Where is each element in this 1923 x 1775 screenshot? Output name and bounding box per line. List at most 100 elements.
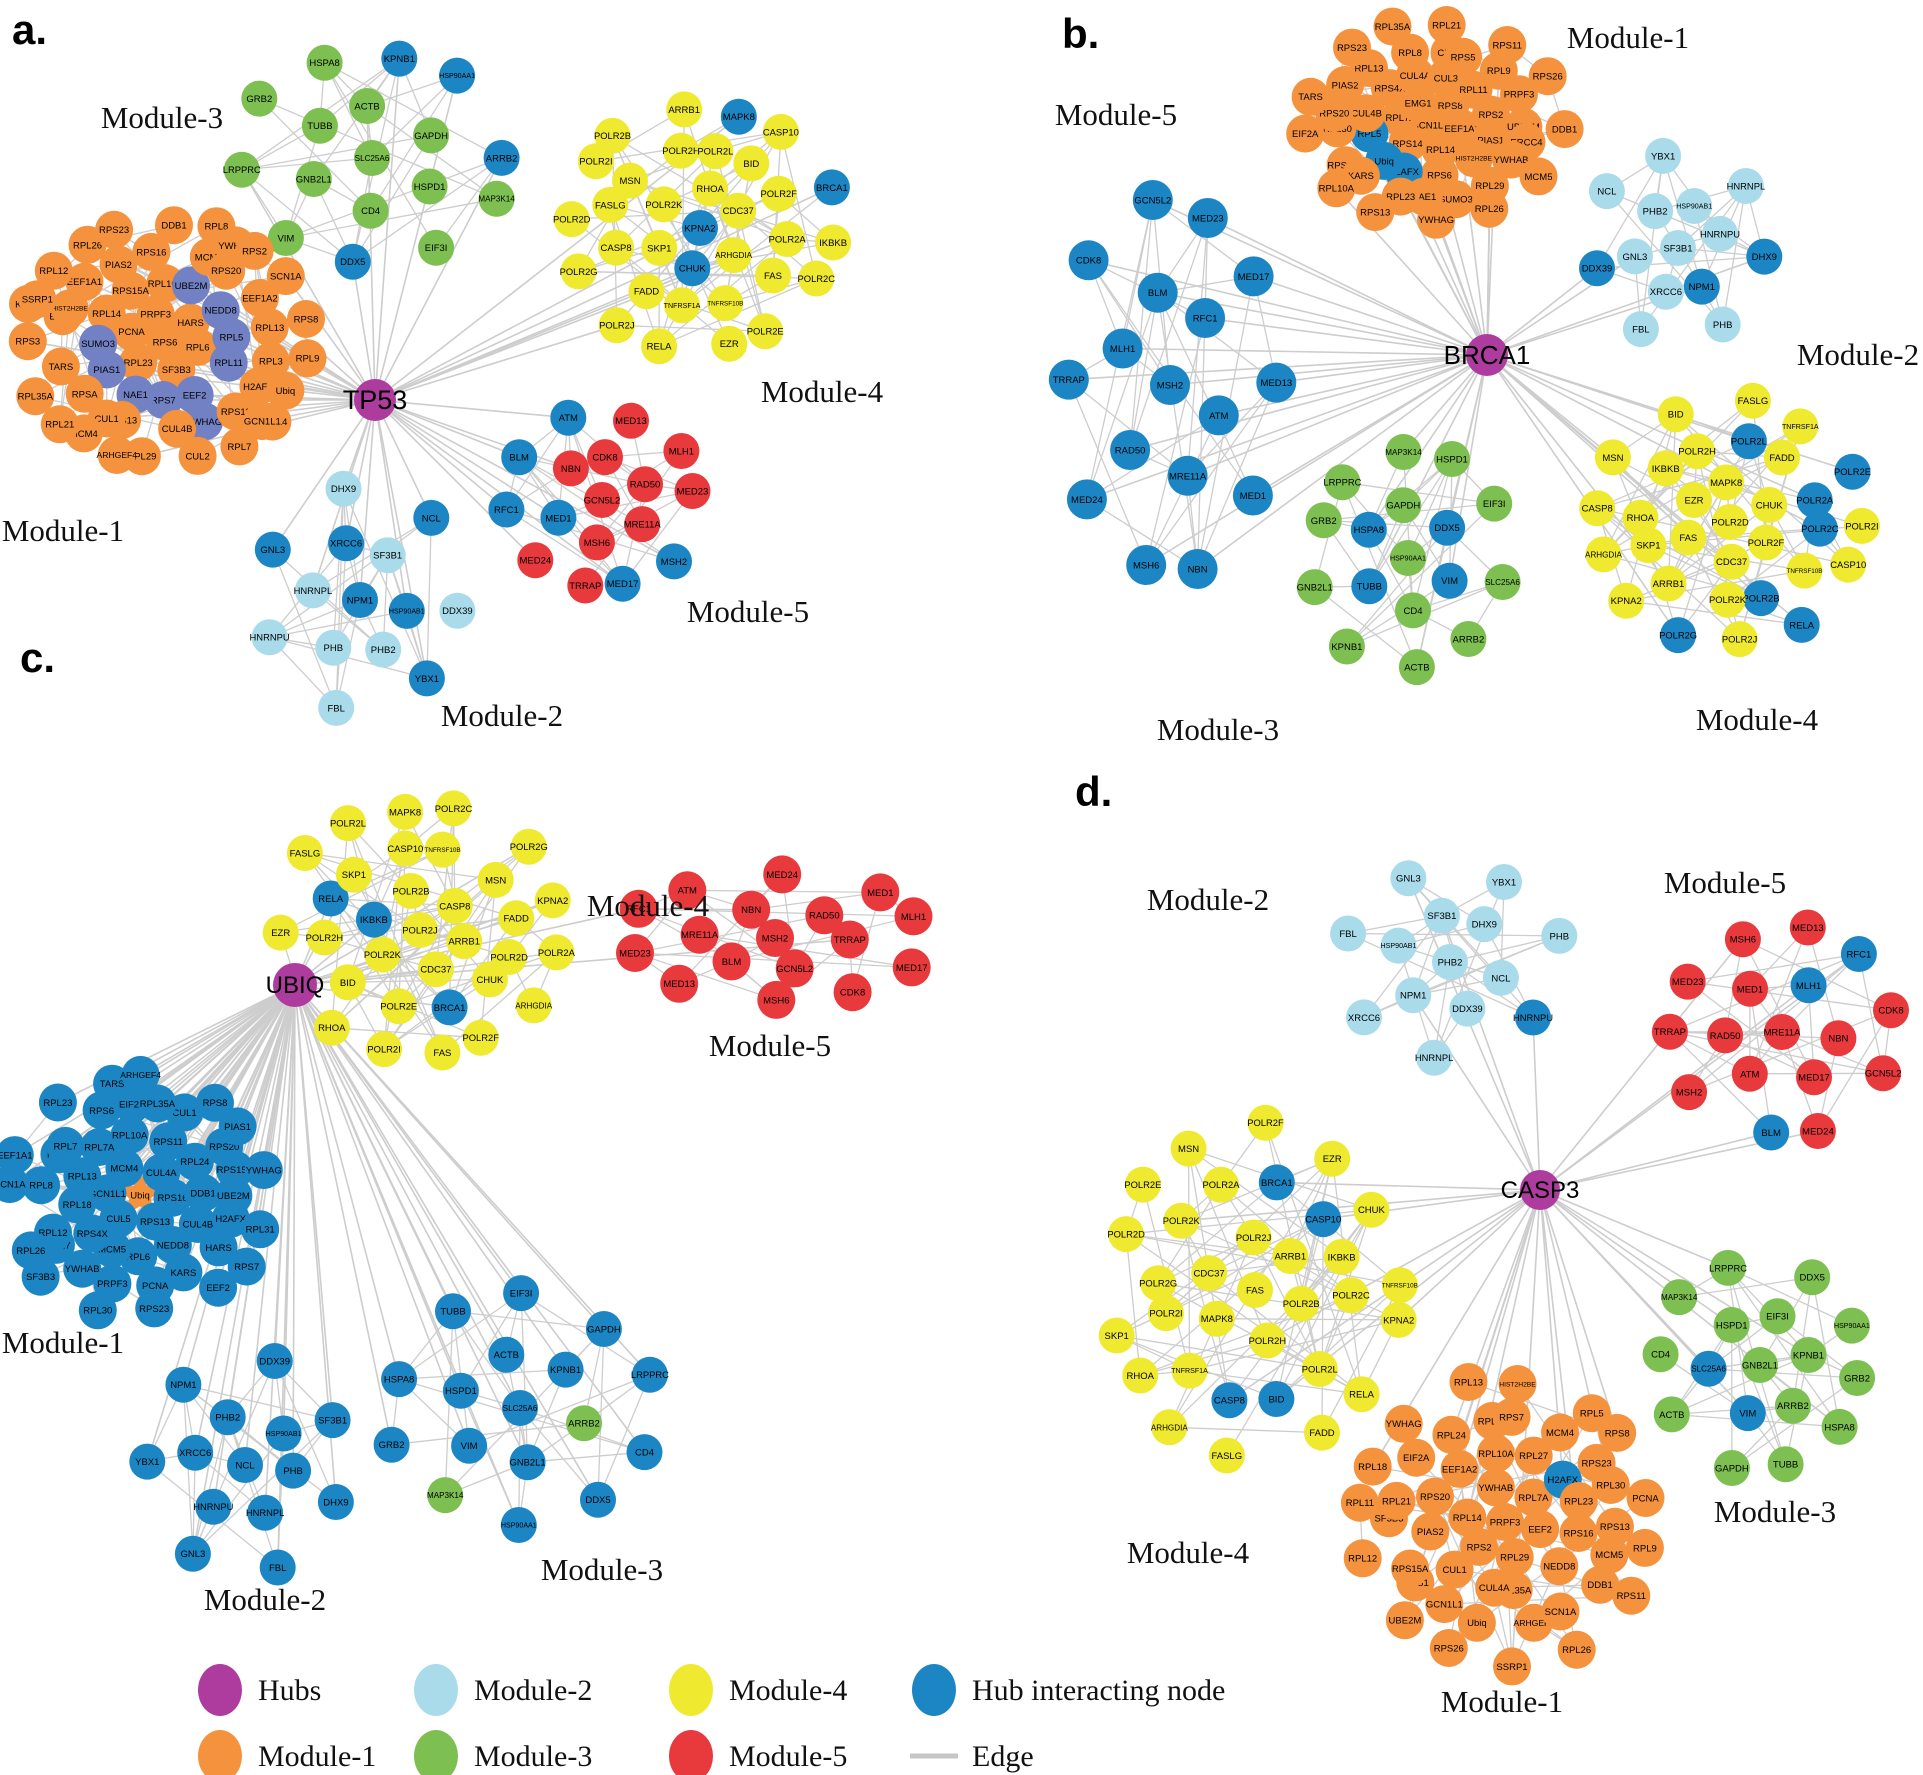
gene-node-label: DDX5 xyxy=(585,1495,610,1506)
edge xyxy=(1708,1368,1858,1379)
node-phb2: PHB2 xyxy=(365,631,402,668)
edge xyxy=(1158,1282,1399,1321)
hub-edge xyxy=(1539,1189,1733,1326)
gene-node-circle xyxy=(1373,7,1412,46)
edge xyxy=(1693,205,1724,325)
gene-node-label: NEDD8 xyxy=(1543,1562,1575,1573)
node-polr2h: POLR2H xyxy=(662,132,700,169)
hub-circle xyxy=(1520,1170,1560,1210)
gene-node-circle xyxy=(58,1185,97,1224)
gene-node-label: RPS6 xyxy=(1427,171,1452,182)
gene-node-label: SF3B3 xyxy=(1374,1514,1403,1525)
node-polr2e: POLR2E xyxy=(747,313,784,350)
node-rpl7a: RPL7A xyxy=(1514,1478,1553,1517)
node-bid: BID xyxy=(1657,396,1694,433)
gene-node-circle xyxy=(1151,1409,1188,1446)
node-eef1a1: EEF1A1 xyxy=(1443,109,1482,148)
gene-node-label: IKBKB xyxy=(1328,1252,1356,1263)
edge xyxy=(441,951,557,1053)
node-arrb1: ARRB1 xyxy=(1272,1238,1309,1274)
node-ddx39: DDX39 xyxy=(439,592,476,629)
gene-node-circle xyxy=(1704,306,1741,343)
gene-node-circle xyxy=(1454,139,1493,178)
gene-node-label: RPS11 xyxy=(1617,1591,1646,1602)
node-hnrnpu: HNRNPU xyxy=(1513,999,1553,1036)
node-fbl: FBL xyxy=(318,689,355,726)
gene-node-label: SLC25A6 xyxy=(503,1404,538,1413)
gene-node-circle xyxy=(314,1402,351,1439)
node-tnfrsf1a: TNFRSF1A xyxy=(1171,1352,1208,1389)
node-fadd: FADD xyxy=(498,900,535,937)
gene-node-circle xyxy=(763,855,802,894)
node-gnl3: GNL3 xyxy=(1616,238,1653,275)
node-gcn5l2: GCN5L2 xyxy=(1132,180,1173,220)
gene-node-circle xyxy=(381,1361,418,1398)
gene-node-circle xyxy=(1272,1238,1309,1274)
node-polr2k: POLR2K xyxy=(1163,1202,1201,1239)
gene-node-circle xyxy=(1676,188,1713,224)
gene-node-label: HNRNPU xyxy=(250,632,290,643)
gene-node-circle xyxy=(155,206,193,245)
gene-node-label: KPNA2 xyxy=(684,223,715,234)
gene-node-circle xyxy=(1232,475,1273,516)
node-cd4: CD4 xyxy=(1395,592,1431,629)
hub-edge xyxy=(374,399,536,561)
node-rpl12: RPL12 xyxy=(34,251,73,290)
gene-node-circle xyxy=(1500,75,1538,114)
gene-node-label: PRPF3 xyxy=(1504,90,1535,101)
node-ddx5: DDX5 xyxy=(580,1481,616,1518)
gene-node-label: RAD50 xyxy=(1115,445,1146,456)
edge xyxy=(352,157,502,263)
gene-node-circle xyxy=(65,374,104,413)
gene-node-circle xyxy=(534,882,571,919)
gene-node-circle xyxy=(1645,137,1682,174)
node-sf3b1: SF3B1 xyxy=(369,537,406,574)
hub-edge xyxy=(1197,354,1488,570)
gene-node-label: KPNB1 xyxy=(1331,642,1362,653)
node-prpf3: PRPF3 xyxy=(136,295,175,334)
node-polr2i: POLR2I xyxy=(577,143,614,180)
gene-node-circle xyxy=(1291,77,1330,116)
node-rpl23: RPL23 xyxy=(38,1083,77,1122)
gene-node-circle xyxy=(1110,430,1151,470)
gene-node-label: BLM xyxy=(509,453,529,464)
node-msh2: MSH2 xyxy=(756,919,794,957)
gene-node-label: PHB2 xyxy=(371,645,396,656)
legend-item-hub-interacting-node: Hub interacting node xyxy=(912,1664,1225,1716)
hub-edge xyxy=(156,984,296,1105)
node-casp8: CASP8 xyxy=(1579,490,1616,527)
gene-node-circle xyxy=(387,830,424,867)
gene-node-label: MED17 xyxy=(607,579,639,590)
gene-node-circle xyxy=(1820,1020,1857,1057)
gene-node-label: POLR2I xyxy=(367,1044,400,1055)
edge xyxy=(1140,1339,1268,1377)
gene-node-label: POLR2E xyxy=(1124,1179,1161,1190)
gene-node-label: MAPK8 xyxy=(1201,1314,1233,1325)
node-cdk8: CDK8 xyxy=(587,439,623,476)
gene-node-label: CDC37 xyxy=(1716,557,1747,568)
hub-edge xyxy=(294,984,393,1445)
node-med17: MED17 xyxy=(604,565,641,602)
node-ncl: NCL xyxy=(1588,173,1625,210)
gene-node-circle xyxy=(1746,238,1783,275)
gene-node-label: ACTB xyxy=(494,1350,519,1361)
node-hsp90ab1: HSP90AB1 xyxy=(265,1415,302,1452)
gene-node-circle xyxy=(306,919,343,956)
node-rpl10a: RPL10A xyxy=(1476,1434,1515,1473)
gene-node-label: PIAS1 xyxy=(1477,136,1504,147)
gene-node-label: MED23 xyxy=(1672,977,1704,988)
legend-label: Module-5 xyxy=(729,1740,847,1773)
edge xyxy=(1189,1319,1399,1372)
gene-node-circle xyxy=(674,473,711,509)
gene-node-circle xyxy=(1657,396,1694,433)
edge xyxy=(1727,528,1821,601)
gene-node-label: PHB2 xyxy=(1643,207,1668,218)
gene-node-label: MAP3K14 xyxy=(1385,448,1422,457)
gene-node-circle xyxy=(1249,1322,1286,1359)
node-rad50: RAD50 xyxy=(627,466,663,503)
gene-node-circle xyxy=(1397,1438,1436,1477)
gene-node-circle xyxy=(1670,519,1707,556)
edge xyxy=(324,62,502,159)
gene-node-label: HSP90AB1 xyxy=(1676,203,1712,211)
node-cul4a: CUL4A xyxy=(142,1153,181,1192)
